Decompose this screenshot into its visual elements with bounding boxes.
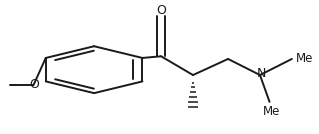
Text: O: O: [30, 78, 39, 91]
Text: O: O: [156, 4, 166, 17]
Text: Me: Me: [296, 52, 313, 65]
Text: Me: Me: [263, 105, 280, 118]
Text: N: N: [256, 67, 266, 80]
